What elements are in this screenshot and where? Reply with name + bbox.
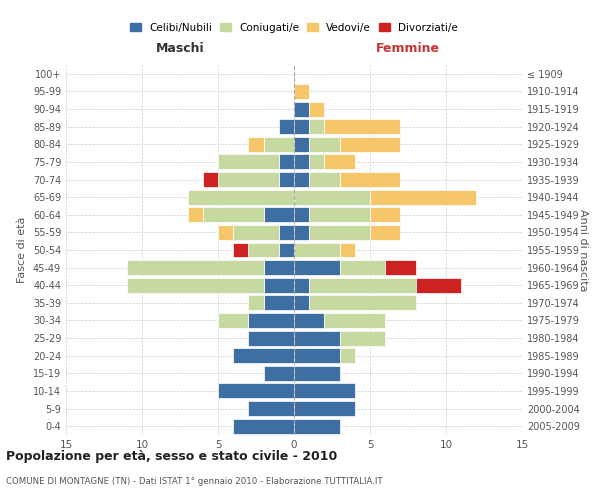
Bar [294, 225, 309, 240]
Legend: Celibi/Nubili, Coniugati/e, Vedovi/e, Divorziati/e: Celibi/Nubili, Coniugati/e, Vedovi/e, Di… [126, 18, 462, 36]
Bar [340, 260, 385, 275]
Bar [416, 278, 461, 292]
Bar [309, 225, 370, 240]
Bar [309, 119, 325, 134]
Bar [370, 225, 400, 240]
Bar [279, 154, 294, 170]
Bar [325, 119, 400, 134]
Bar [263, 260, 294, 275]
Bar [294, 348, 340, 363]
Bar [294, 260, 340, 275]
Bar [309, 154, 325, 170]
Bar [340, 242, 355, 258]
Bar [218, 384, 294, 398]
Bar [188, 208, 203, 222]
Bar [279, 119, 294, 134]
Bar [279, 225, 294, 240]
Text: Maschi: Maschi [155, 42, 205, 56]
Bar [294, 401, 355, 416]
Bar [218, 172, 279, 187]
Bar [263, 366, 294, 381]
Bar [127, 260, 263, 275]
Bar [294, 208, 309, 222]
Bar [309, 296, 416, 310]
Bar [294, 154, 309, 170]
Bar [294, 296, 309, 310]
Bar [370, 190, 476, 204]
Bar [340, 330, 385, 345]
Bar [294, 330, 340, 345]
Bar [385, 260, 416, 275]
Bar [203, 208, 263, 222]
Bar [309, 137, 340, 152]
Bar [309, 102, 325, 116]
Bar [309, 172, 340, 187]
Bar [248, 401, 294, 416]
Bar [294, 278, 309, 292]
Bar [233, 418, 294, 434]
Bar [263, 296, 294, 310]
Bar [294, 384, 355, 398]
Bar [370, 208, 400, 222]
Bar [294, 102, 309, 116]
Bar [233, 242, 248, 258]
Bar [294, 137, 309, 152]
Bar [248, 242, 279, 258]
Bar [218, 225, 233, 240]
Bar [188, 190, 294, 204]
Bar [263, 208, 294, 222]
Bar [294, 84, 309, 99]
Bar [203, 172, 218, 187]
Bar [248, 313, 294, 328]
Bar [325, 313, 385, 328]
Bar [340, 172, 400, 187]
Bar [309, 278, 416, 292]
Bar [294, 119, 309, 134]
Bar [294, 313, 325, 328]
Bar [294, 242, 340, 258]
Bar [127, 278, 263, 292]
Bar [294, 366, 340, 381]
Bar [294, 190, 370, 204]
Bar [309, 208, 370, 222]
Text: Femmine: Femmine [376, 42, 440, 56]
Bar [340, 137, 400, 152]
Bar [294, 418, 340, 434]
Y-axis label: Anni di nascita: Anni di nascita [578, 209, 588, 291]
Bar [325, 154, 355, 170]
Text: Popolazione per età, sesso e stato civile - 2010: Popolazione per età, sesso e stato civil… [6, 450, 337, 463]
Text: COMUNE DI MONTAGNE (TN) - Dati ISTAT 1° gennaio 2010 - Elaborazione TUTTITALIA.I: COMUNE DI MONTAGNE (TN) - Dati ISTAT 1° … [6, 478, 383, 486]
Bar [279, 172, 294, 187]
Bar [248, 296, 263, 310]
Bar [233, 348, 294, 363]
Bar [218, 313, 248, 328]
Bar [279, 242, 294, 258]
Bar [340, 348, 355, 363]
Bar [248, 137, 263, 152]
Bar [263, 278, 294, 292]
Y-axis label: Fasce di età: Fasce di età [17, 217, 27, 283]
Bar [263, 137, 294, 152]
Bar [218, 154, 279, 170]
Bar [248, 330, 294, 345]
Bar [233, 225, 279, 240]
Bar [294, 172, 309, 187]
